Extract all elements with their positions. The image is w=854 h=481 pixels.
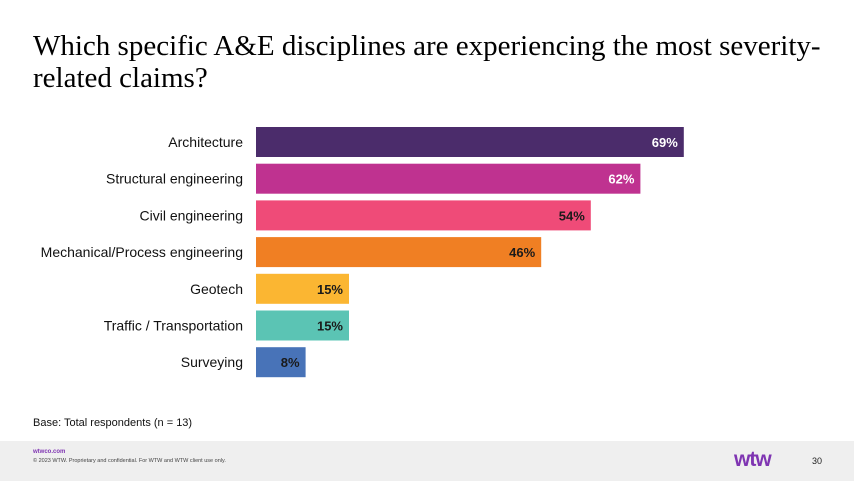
category-label-geotech: Geotech [190,281,243,297]
bar-civil-engineering [256,200,591,231]
bar-chart: Architecture 69% Structural engineering 62%… [41,127,684,378]
bar-structural-engineering [256,163,641,194]
value-label-civil-engineering: 54% [559,208,585,223]
value-label-surveying: 8% [281,355,300,370]
base-note: Base: Total respondents (n = 13) [33,417,193,429]
category-label-architecture: Architecture [168,134,243,150]
footer-copyright: © 2023 WTW. Proprietary and confidential… [33,458,226,464]
value-label-geotech: 15% [317,282,343,297]
category-label-civil-engineering: Civil engineering [139,207,243,223]
wtw-logo: wtw [734,448,772,471]
bar-architecture [256,127,684,157]
value-label-traffic-transportation: 15% [317,319,343,334]
footer: wtwco.com © 2023 WTW. Proprietary and co… [0,441,854,481]
value-label-mechanical-process-engineering: 46% [509,245,535,260]
category-label-structural-engineering: Structural engineering [106,171,243,187]
category-label-traffic-transportation: Traffic / Transportation [104,318,243,334]
page-title: Which specific A&E disciplines are exper… [33,30,821,94]
category-label-surveying: Surveying [181,354,243,370]
category-label-mechanical-process-engineering: Mechanical/Process engineering [41,244,243,260]
value-label-structural-engineering: 62% [608,172,634,187]
bar-surveying [256,347,306,378]
bar-mechanical-process-engineering [256,237,542,268]
value-label-architecture: 69% [652,135,678,150]
bar-traffic-transportation [256,310,349,341]
page-number: 30 [812,456,823,466]
bar-geotech [256,273,349,304]
footer-url-link[interactable]: wtwco.com [33,449,66,455]
